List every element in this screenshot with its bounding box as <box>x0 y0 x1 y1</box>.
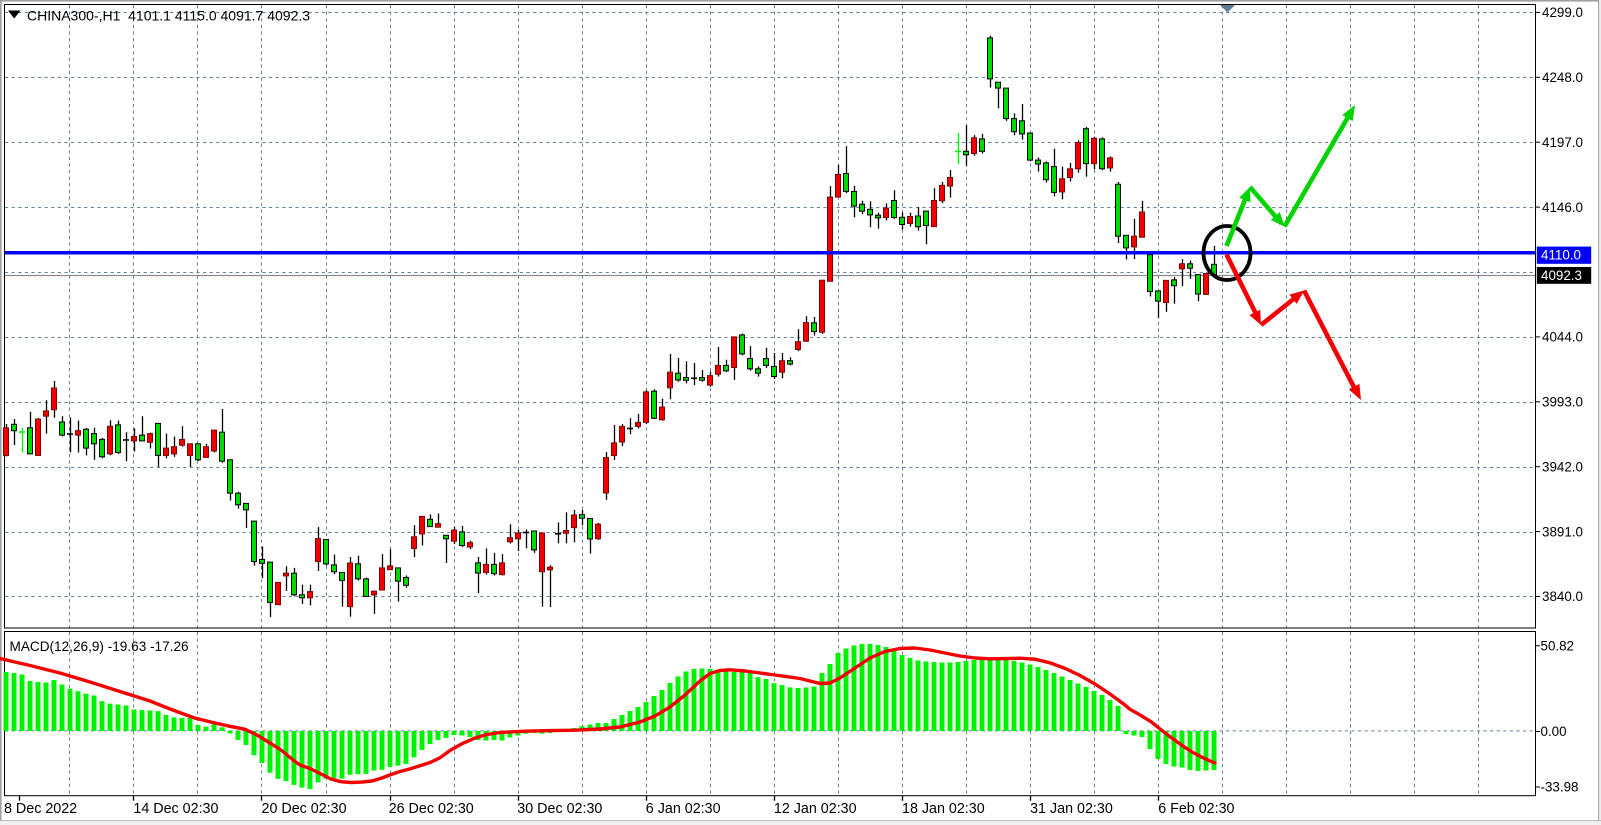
svg-text:3891.0: 3891.0 <box>1542 524 1583 539</box>
svg-text:3840.0: 3840.0 <box>1542 589 1583 604</box>
svg-text:MACD(12,26,9) -19.63 -17.26: MACD(12,26,9) -19.63 -17.26 <box>10 639 189 654</box>
svg-text:8 Dec 2022: 8 Dec 2022 <box>4 801 77 817</box>
svg-text:4146.0: 4146.0 <box>1542 200 1583 215</box>
svg-text:0.00: 0.00 <box>1541 724 1567 739</box>
svg-text:31 Jan 02:30: 31 Jan 02:30 <box>1030 801 1113 817</box>
svg-text:4299.0: 4299.0 <box>1542 5 1583 20</box>
svg-text:3942.0: 3942.0 <box>1542 459 1583 474</box>
svg-text:6 Feb 02:30: 6 Feb 02:30 <box>1158 801 1234 817</box>
svg-text:4110.0: 4110.0 <box>1541 248 1581 263</box>
svg-text:26 Dec 02:30: 26 Dec 02:30 <box>389 801 474 817</box>
svg-text:4044.0: 4044.0 <box>1542 330 1583 345</box>
svg-text:50.82: 50.82 <box>1541 639 1575 654</box>
svg-text:14 Dec 02:30: 14 Dec 02:30 <box>133 801 218 817</box>
svg-text:12 Jan 02:30: 12 Jan 02:30 <box>774 801 857 817</box>
svg-text:20 Dec 02:30: 20 Dec 02:30 <box>262 801 347 817</box>
svg-text:-33.98: -33.98 <box>1541 780 1579 795</box>
svg-text:4092.3: 4092.3 <box>1541 268 1582 283</box>
svg-text:6 Jan 02:30: 6 Jan 02:30 <box>646 801 721 817</box>
svg-text:18 Jan 02:30: 18 Jan 02:30 <box>902 801 985 817</box>
svg-text:3993.0: 3993.0 <box>1542 395 1583 410</box>
svg-text:30 Dec 02:30: 30 Dec 02:30 <box>517 801 602 817</box>
svg-text:4197.0: 4197.0 <box>1542 135 1583 150</box>
svg-text:CHINA300-,H1 4101.1 4115.0 40: CHINA300-,H1 4101.1 4115.0 4091.7 4092.3 <box>27 7 310 23</box>
svg-text:4248.0: 4248.0 <box>1542 70 1583 85</box>
